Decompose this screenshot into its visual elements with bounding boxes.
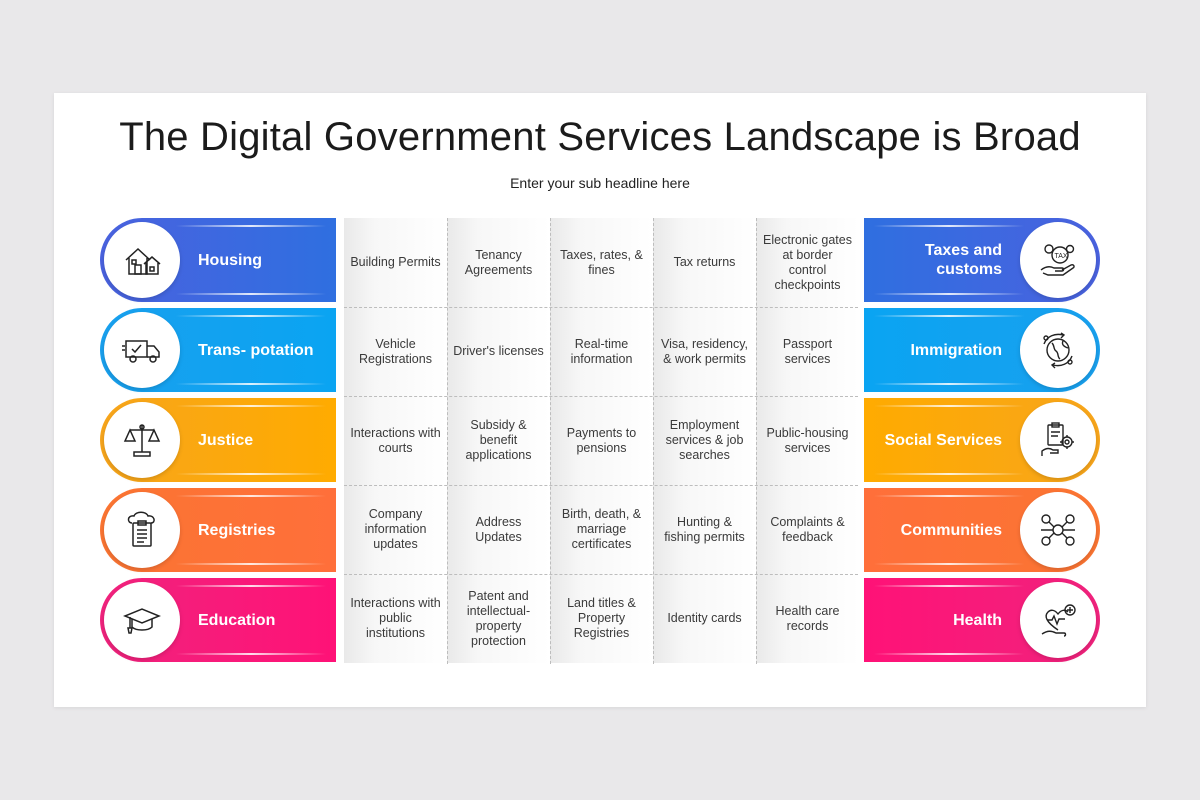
category-label: Justice: [198, 431, 254, 449]
grid-divider: [550, 218, 551, 664]
service-cell: Land titles & Property Registries: [550, 574, 653, 663]
grid-divider: [344, 307, 858, 308]
service-cell: Employment services & job searches: [653, 396, 756, 485]
clipboard-icon: [104, 492, 180, 568]
graduation-cap-icon: [104, 582, 180, 658]
service-cell: Patent and intellectual-property protect…: [447, 574, 550, 663]
category-communities: Communities: [864, 488, 1100, 572]
category-justice: Justice: [100, 398, 336, 482]
grid-divider: [344, 485, 858, 486]
service-cell: Payments to pensions: [550, 396, 653, 485]
service-cell: Complaints & feedback: [756, 485, 859, 574]
category-education: Education: [100, 578, 336, 662]
grid-divider: [447, 218, 448, 664]
grid-divider: [653, 218, 654, 664]
category-registries: Registries: [100, 488, 336, 572]
service-cell: Driver's licenses: [447, 307, 550, 396]
service-cell: Address Updates: [447, 485, 550, 574]
category-label: Taxes and customs: [924, 242, 1002, 278]
service-cell: Birth, death, & marriage certificates: [550, 485, 653, 574]
health-hand-icon: [1020, 582, 1096, 658]
service-cell: Public-housing services: [756, 396, 859, 485]
service-cell: Vehicle Registrations: [344, 307, 447, 396]
category-label: Immigration: [910, 341, 1002, 359]
slide: The Digital Government Services Landscap…: [54, 93, 1146, 707]
category-label: Communities: [900, 521, 1002, 539]
tax-icon: TAX: [1020, 222, 1096, 298]
service-cell: Subsidy & benefit applications: [447, 396, 550, 485]
services-grid: Building Permits Tenancy Agreements Taxe…: [344, 218, 859, 664]
category-housing: Housing: [100, 218, 336, 302]
service-cell: Health care records: [756, 574, 859, 663]
category-label: Health: [953, 611, 1002, 629]
house-icon: [104, 222, 180, 298]
service-cell: Visa, residency, & work permits: [653, 307, 756, 396]
category-transportation: Trans- potation: [100, 308, 336, 392]
service-cell: Interactions with courts: [344, 396, 447, 485]
category-immigration: Immigration: [864, 308, 1100, 392]
category-taxes-and-customs: Taxes and customs TAX: [864, 218, 1100, 302]
globe-icon: [1020, 312, 1096, 388]
category-label: Social Services: [884, 431, 1002, 449]
page-subtitle: Enter your sub headline here: [510, 175, 690, 191]
scales-icon: [104, 402, 180, 478]
service-cell: Passport services: [756, 307, 859, 396]
truck-icon: [104, 312, 180, 388]
category-social-services: Social Services: [864, 398, 1100, 482]
category-label: Registries: [198, 521, 276, 539]
service-cell: Company information updates: [344, 485, 447, 574]
grid-divider: [756, 218, 757, 664]
service-cell: Electronic gates at border control check…: [756, 218, 859, 307]
community-network-icon: [1020, 492, 1096, 568]
service-cell: Interactions with public institutions: [344, 574, 447, 663]
page-title: The Digital Government Services Landscap…: [119, 115, 1081, 159]
social-services-icon: [1020, 402, 1096, 478]
service-cell: Tenancy Agreements: [447, 218, 550, 307]
service-cell: Real-time information: [550, 307, 653, 396]
service-cell: Building Permits: [344, 218, 447, 307]
category-label: Education: [198, 611, 276, 629]
service-cell: Identity cards: [653, 574, 756, 663]
category-health: Health: [864, 578, 1100, 662]
service-cell: Hunting & fishing permits: [653, 485, 756, 574]
svg-text:TAX: TAX: [1055, 253, 1068, 260]
grid-divider: [344, 396, 858, 397]
category-label: Trans- potation: [198, 341, 314, 359]
grid-divider: [344, 574, 858, 575]
service-cell: Taxes, rates, & fines: [550, 218, 653, 307]
category-label: Housing: [198, 251, 262, 269]
service-cell: Tax returns: [653, 218, 756, 307]
